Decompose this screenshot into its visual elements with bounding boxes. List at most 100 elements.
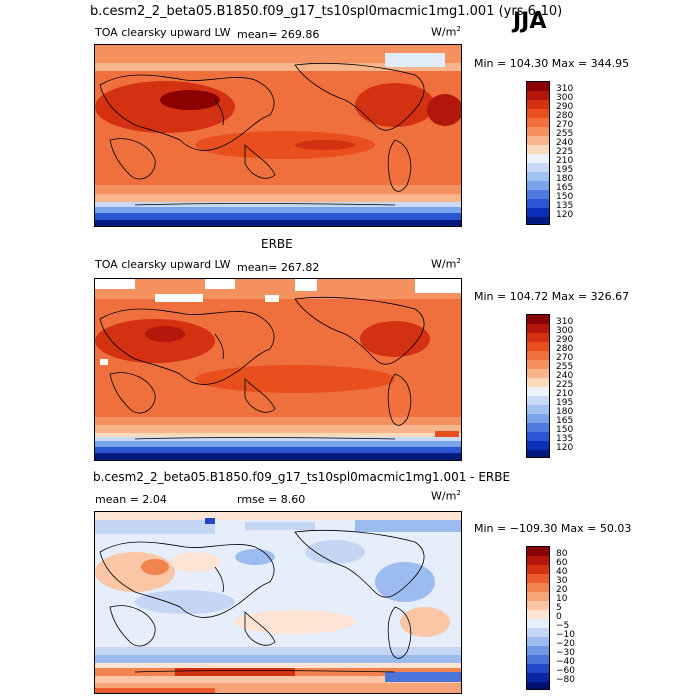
model-map — [94, 44, 462, 227]
diff-colorbar-label: 20 — [556, 585, 568, 595]
model-colorbar-swatch — [527, 100, 549, 109]
model-colorbar-swatch — [527, 163, 549, 172]
diff-colorbar-label: −60 — [556, 666, 575, 676]
obs-colorbar-label: 240 — [556, 371, 574, 381]
figure-title: b.cesm2_2_beta05.B1850.f09_g17_ts10spl0m… — [90, 4, 563, 19]
obs-colorbar — [526, 314, 550, 458]
obs-map — [94, 278, 462, 461]
obs-colorbar-swatch — [527, 405, 549, 414]
diff-colorbar-label: −40 — [556, 657, 575, 667]
obs-colorbar-label: 270 — [556, 353, 574, 363]
obs-colorbar-label: 120 — [556, 443, 574, 453]
obs-colorbar-swatch — [527, 423, 549, 432]
obs-mean: mean= 267.82 — [237, 261, 320, 274]
obs-colorbar-swatch — [527, 333, 549, 342]
diff-colorbar-swatch — [527, 565, 549, 574]
diff-colorbar-swatch — [527, 592, 549, 601]
model-colorbar-label: 210 — [556, 156, 574, 166]
diff-colorbar-label: −20 — [556, 639, 575, 649]
model-colorbar-label: 135 — [556, 201, 574, 211]
obs-colorbar-swatch — [527, 414, 549, 423]
model-mean: mean= 269.86 — [237, 28, 320, 41]
obs-colorbar-label: 280 — [556, 344, 574, 354]
obs-panel-title: ERBE — [261, 237, 293, 251]
obs-colorbar-swatch — [527, 396, 549, 405]
model-colorbar-swatch — [527, 109, 549, 118]
obs-colorbar-label: 225 — [556, 380, 574, 390]
model-colorbar-label: 120 — [556, 210, 574, 220]
diff-colorbar-label: 30 — [556, 576, 568, 586]
model-colorbar-label: 290 — [556, 102, 574, 112]
diff-map — [94, 511, 462, 694]
diff-colorbar-label: −80 — [556, 675, 575, 685]
obs-colorbar-label: 310 — [556, 317, 574, 327]
model-colorbar-swatch — [527, 127, 549, 136]
diff-colorbar-swatch — [527, 619, 549, 628]
model-colorbar-swatch — [527, 136, 549, 145]
model-units: W/m2 — [431, 25, 461, 39]
model-colorbar-swatch — [527, 145, 549, 154]
diff-colorbar-label: 5 — [556, 603, 562, 613]
obs-colorbar-swatch — [527, 315, 549, 324]
diff-colorbar-swatch — [527, 628, 549, 637]
model-colorbar-label: 270 — [556, 120, 574, 130]
diff-rmse: rmse = 8.60 — [237, 493, 306, 506]
diff-colorbar-swatch — [527, 574, 549, 583]
obs-colorbar-label: 150 — [556, 425, 574, 435]
model-colorbar-label: 310 — [556, 84, 574, 94]
diff-colorbar-swatch — [527, 583, 549, 592]
obs-colorbar-label: 210 — [556, 389, 574, 399]
model-colorbar-swatch — [527, 91, 549, 100]
diff-colorbar-swatch — [527, 646, 549, 655]
model-colorbar-swatch — [527, 217, 549, 224]
diff-colorbar-label: −10 — [556, 630, 575, 640]
obs-colorbar-swatch — [527, 324, 549, 333]
diff-colorbar-swatch — [527, 664, 549, 673]
model-colorbar-label: 165 — [556, 183, 574, 193]
diff-colorbar-label: 0 — [556, 612, 562, 622]
diff-colorbar-label: 80 — [556, 549, 568, 559]
diff-colorbar-label: −30 — [556, 648, 575, 658]
obs-colorbar-swatch — [527, 360, 549, 369]
obs-colorbar-label: 165 — [556, 416, 574, 426]
obs-units: W/m2 — [431, 257, 461, 271]
model-colorbar-label: 180 — [556, 174, 574, 184]
obs-colorbar-label: 180 — [556, 407, 574, 417]
obs-colorbar-swatch — [527, 432, 549, 441]
diff-colorbar — [526, 546, 550, 690]
obs-colorbar-label: 135 — [556, 434, 574, 444]
model-colorbar-label: 240 — [556, 138, 574, 148]
obs-colorbar-label: 195 — [556, 398, 574, 408]
diff-colorbar-swatch — [527, 547, 549, 556]
diff-colorbar-label: 60 — [556, 558, 568, 568]
obs-colorbar-swatch — [527, 342, 549, 351]
model-colorbar-label: 150 — [556, 192, 574, 202]
obs-colorbar-swatch — [527, 351, 549, 360]
obs-colorbar-swatch — [527, 387, 549, 396]
model-colorbar-label: 300 — [556, 93, 574, 103]
diff-mean: mean = 2.04 — [95, 493, 167, 506]
model-colorbar-swatch — [527, 154, 549, 163]
model-colorbar-swatch — [527, 82, 549, 91]
diff-minmax: Min = −109.30 Max = 50.03 — [474, 522, 632, 535]
model-colorbar-label: 225 — [556, 147, 574, 157]
model-colorbar-label: 280 — [556, 111, 574, 121]
model-colorbar-swatch — [527, 208, 549, 217]
diff-colorbar-swatch — [527, 673, 549, 682]
obs-colorbar-label: 255 — [556, 362, 574, 372]
diff-colorbar-label: 40 — [556, 567, 568, 577]
obs-variable-label: TOA clearsky upward LW — [95, 258, 231, 271]
model-colorbar-swatch — [527, 172, 549, 181]
diff-units: W/m2 — [431, 489, 461, 503]
obs-colorbar-swatch — [527, 450, 549, 457]
obs-colorbar-swatch — [527, 378, 549, 387]
diff-panel-title: b.cesm2_2_beta05.B1850.f09_g17_ts10spl0m… — [93, 470, 511, 484]
model-colorbar-swatch — [527, 181, 549, 190]
model-colorbar-label: 255 — [556, 129, 574, 139]
obs-colorbar-label: 290 — [556, 335, 574, 345]
diff-colorbar-swatch — [527, 610, 549, 619]
model-colorbar-label: 195 — [556, 165, 574, 175]
model-minmax: Min = 104.30 Max = 344.95 — [474, 57, 630, 70]
model-colorbar — [526, 81, 550, 225]
diff-colorbar-label: 10 — [556, 594, 568, 604]
